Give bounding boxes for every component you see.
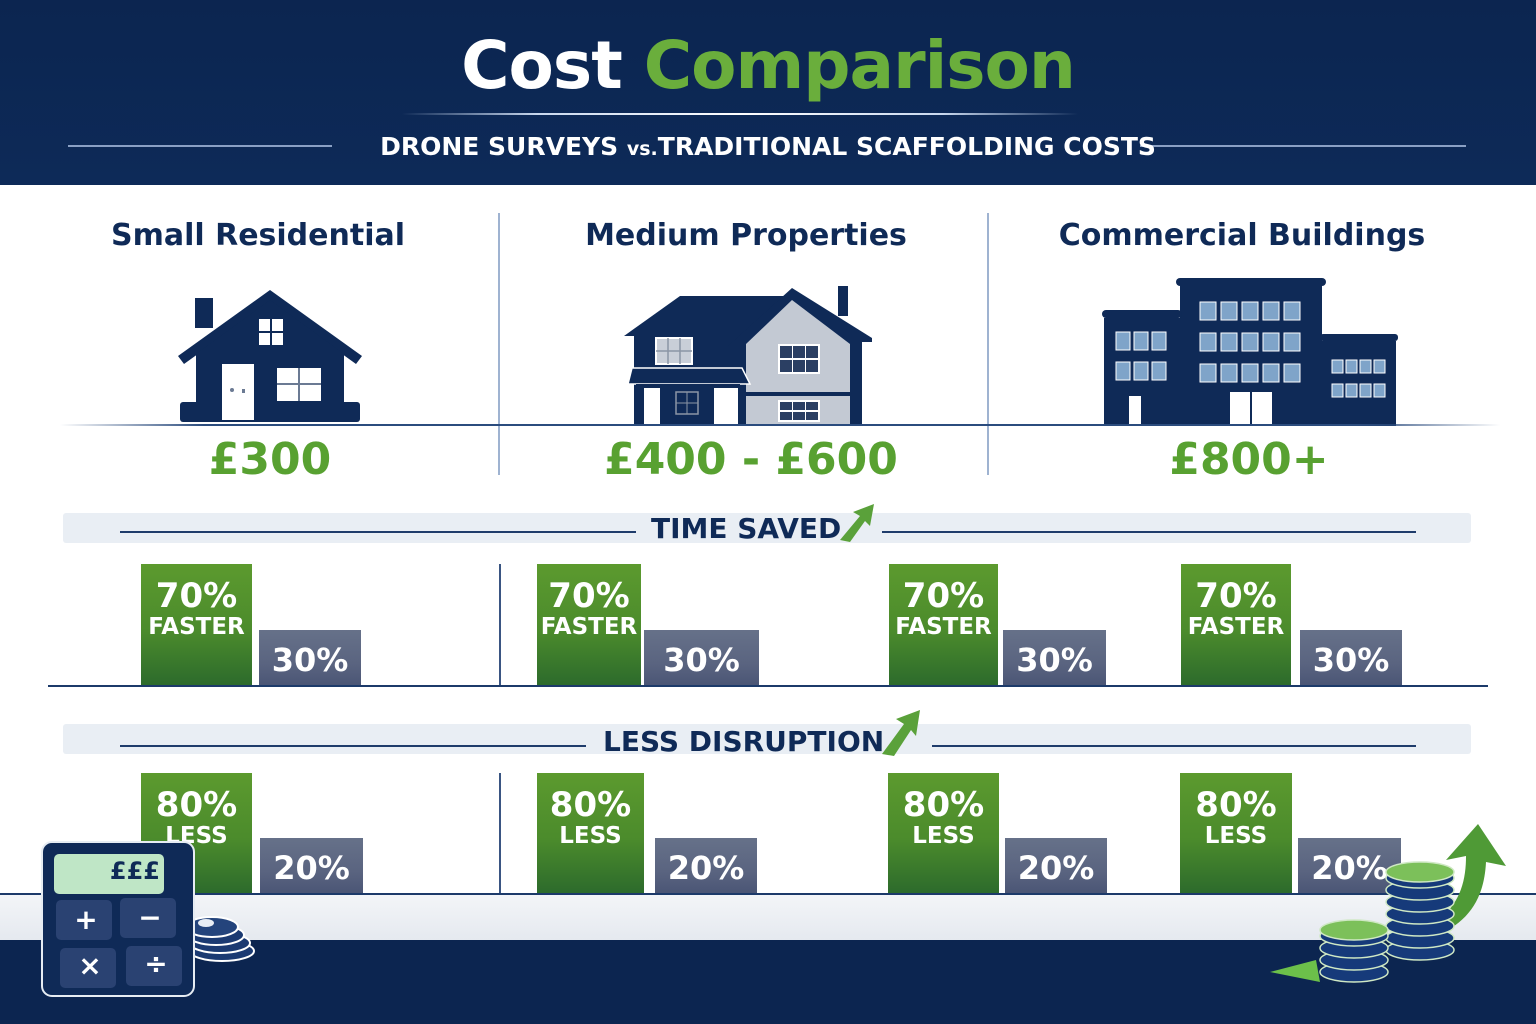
bar-traditional-disruption-4: 20% [1298, 838, 1401, 894]
bar-drone-disruption-2: 80% LESS [537, 773, 644, 894]
bar-value: 30% [1016, 641, 1093, 679]
calculator-key-minus: − [138, 901, 162, 934]
price-medium-properties: £400 - £600 [604, 434, 898, 485]
header-banner: Cost Comparison DRONE SURVEYS vs.TRADITI… [0, 0, 1536, 185]
bar-drone-time-4: 70% FASTER [1181, 564, 1291, 686]
page-title: Cost Comparison [0, 24, 1536, 108]
commercial-building-icon [1102, 278, 1398, 426]
section-band-less-disruption [63, 724, 1471, 754]
bottom-fade [0, 894, 1536, 940]
band-rule-left [120, 745, 586, 747]
footer-band [0, 940, 1536, 1024]
band-rule-right [932, 745, 1416, 747]
title-part-comparison: Comparison [643, 27, 1076, 104]
category-title-medium-properties: Medium Properties [585, 218, 907, 253]
subtitle-rule-left [68, 145, 332, 147]
coin-stack-icon [186, 916, 255, 962]
calculator-icon [41, 841, 195, 997]
bar-traditional-disruption-3: 20% [1005, 838, 1107, 894]
band-rule-right [882, 531, 1416, 533]
bar-value: 30% [271, 641, 349, 679]
price-commercial-buildings: £800+ [1169, 434, 1329, 485]
bar-value: 70% [155, 576, 238, 616]
bar-value: 20% [273, 849, 350, 887]
bar-drone-time-1: 70% FASTER [141, 564, 252, 686]
bar-drone-disruption-3: 80% LESS [888, 773, 999, 894]
category-title-commercial-buildings: Commercial Buildings [1058, 218, 1426, 253]
bar-value: 80% [549, 785, 632, 825]
bar-value: 20% [667, 849, 745, 887]
bar-value: 30% [663, 641, 740, 679]
bar-traditional-disruption-2: 20% [655, 838, 757, 894]
bar-drone-disruption-4: 80% LESS [1180, 773, 1292, 894]
bar-value: 70% [1195, 576, 1277, 616]
bar-value: 30% [1312, 641, 1390, 679]
calculator-display: £££ [109, 857, 160, 885]
up-arrow-icon [882, 710, 920, 756]
row-divider [499, 773, 501, 895]
bar-value: 70% [548, 576, 630, 616]
calculator-key-plus: + [74, 903, 98, 936]
bar-traditional-time-2: 30% [644, 630, 759, 686]
bar-value: 20% [1017, 849, 1095, 887]
bar-value: 80% [902, 785, 985, 825]
column-divider [498, 213, 500, 475]
bar-traditional-time-3: 30% [1003, 630, 1106, 686]
bar-label: FASTER [148, 614, 245, 640]
subtitle-rule-right [1140, 145, 1466, 147]
ground-line [60, 424, 1500, 426]
small-house-icon [178, 290, 362, 422]
medium-house-icon [624, 286, 872, 424]
calculator-key-multiply: × [78, 949, 102, 982]
bar-drone-time-3: 70% FASTER [889, 564, 998, 686]
row-divider [499, 564, 501, 686]
calculator-key-divide: ÷ [144, 947, 168, 980]
category-title-small-residential: Small Residential [110, 218, 406, 253]
bar-drone-time-2: 70% FASTER [537, 564, 641, 686]
bar-label: FASTER [540, 614, 638, 640]
bar-label: LESS [1204, 823, 1268, 849]
title-underline [402, 113, 1078, 115]
section-label-less-disruption: LESS DISRUPTION [603, 725, 885, 758]
title-part-cost: Cost [461, 27, 623, 104]
bar-value: 80% [155, 785, 238, 825]
bar-value: 70% [902, 576, 985, 616]
bar-traditional-time-1: 30% [259, 630, 361, 686]
bar-label: LESS [559, 823, 622, 849]
price-small-residential: £300 [208, 434, 332, 485]
bar-label: LESS [912, 823, 975, 849]
subtitle-vs: vs. [626, 138, 658, 160]
column-divider [987, 213, 989, 475]
band-rule-left [120, 531, 636, 533]
bar-label: FASTER [895, 614, 992, 640]
section-band-time-saved [63, 513, 1471, 543]
up-arrow-icon [840, 504, 874, 542]
bar-value: 80% [1195, 785, 1277, 825]
bar-baseline-time [48, 685, 1488, 687]
bar-label: FASTER [1187, 614, 1285, 640]
bar-baseline-disruption [0, 893, 1536, 895]
subtitle-traditional: TRADITIONAL SCAFFOLDING COSTS [657, 132, 1156, 161]
bar-value: 20% [1311, 849, 1388, 887]
bar-traditional-disruption-1: 20% [260, 838, 363, 894]
bar-traditional-time-4: 30% [1300, 630, 1402, 686]
page-subtitle: DRONE SURVEYS vs.TRADITIONAL SCAFFOLDING… [0, 131, 1536, 165]
subtitle-drone: DRONE SURVEYS [380, 132, 619, 161]
coins-growth-arrow-icon [1270, 824, 1506, 983]
section-label-time-saved: TIME SAVED [651, 512, 842, 545]
